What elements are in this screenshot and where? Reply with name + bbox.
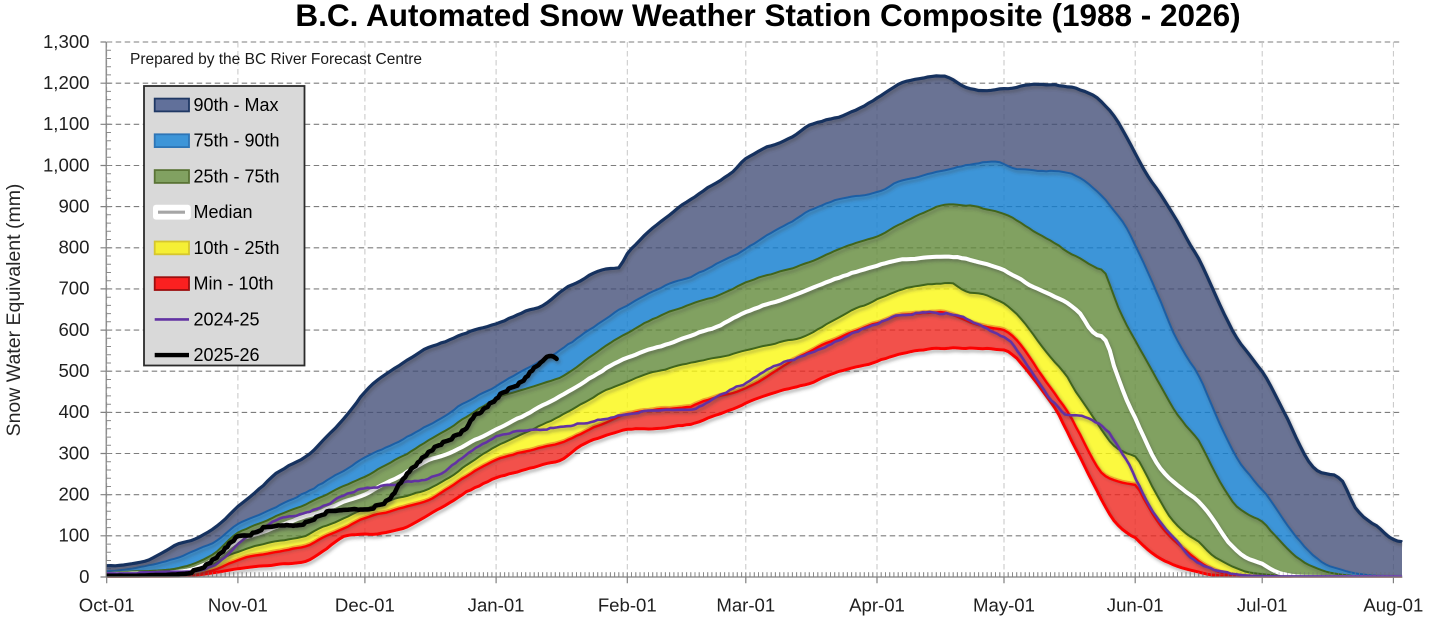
svg-text:100: 100	[58, 525, 89, 546]
svg-text:Oct-01: Oct-01	[79, 595, 135, 616]
svg-text:300: 300	[58, 442, 89, 463]
svg-text:500: 500	[58, 360, 89, 381]
svg-text:Aug-01: Aug-01	[1363, 595, 1423, 616]
svg-text:200: 200	[58, 484, 89, 505]
svg-text:25th - 75th: 25th - 75th	[194, 167, 280, 187]
svg-text:1,300: 1,300	[43, 31, 90, 52]
svg-text:700: 700	[58, 278, 89, 299]
svg-text:600: 600	[58, 319, 89, 340]
svg-text:1,100: 1,100	[43, 113, 90, 134]
svg-text:75th - 90th: 75th - 90th	[194, 131, 280, 151]
svg-text:Jul-01: Jul-01	[1237, 595, 1288, 616]
svg-text:Mar-01: Mar-01	[716, 595, 775, 616]
svg-text:2024-25: 2024-25	[194, 309, 260, 329]
svg-text:Nov-01: Nov-01	[208, 595, 268, 616]
svg-text:800: 800	[58, 237, 89, 258]
svg-text:Jun-01: Jun-01	[1107, 595, 1164, 616]
svg-text:Dec-01: Dec-01	[335, 595, 395, 616]
svg-text:May-01: May-01	[973, 595, 1035, 616]
svg-text:Apr-01: Apr-01	[849, 595, 905, 616]
svg-text:Snow Water Equivalent (mm): Snow Water Equivalent (mm)	[3, 184, 25, 437]
svg-text:Min - 10th: Min - 10th	[194, 274, 274, 294]
svg-text:1,200: 1,200	[43, 72, 90, 93]
svg-text:10th - 25th: 10th - 25th	[194, 238, 280, 258]
svg-text:400: 400	[58, 401, 89, 422]
svg-text:B.C. Automated Snow Weather St: B.C. Automated Snow Weather Station Comp…	[295, 0, 1240, 33]
svg-text:90th - Max: 90th - Max	[194, 95, 279, 115]
svg-text:Prepared by the BC River Forec: Prepared by the BC River Forecast Centre	[130, 51, 422, 68]
svg-text:900: 900	[58, 195, 89, 216]
svg-text:Jan-01: Jan-01	[468, 595, 525, 616]
svg-text:1,000: 1,000	[43, 154, 90, 175]
svg-text:0: 0	[79, 566, 89, 587]
svg-text:Feb-01: Feb-01	[598, 595, 657, 616]
svg-text:2025-26: 2025-26	[194, 345, 260, 365]
svg-text:Median: Median	[194, 202, 253, 222]
